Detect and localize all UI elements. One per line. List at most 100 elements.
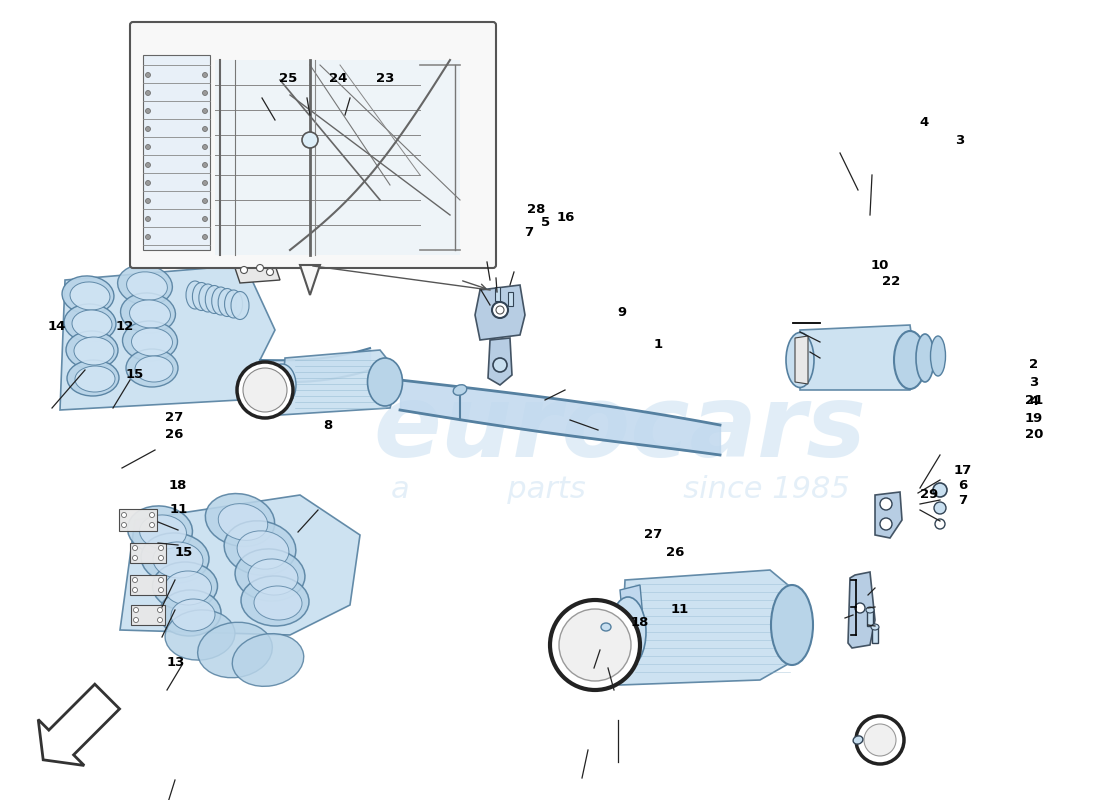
Ellipse shape: [130, 300, 170, 328]
Ellipse shape: [453, 385, 466, 395]
Ellipse shape: [935, 519, 945, 529]
Text: 29: 29: [921, 488, 938, 501]
Text: 28: 28: [527, 203, 544, 216]
Text: 16: 16: [557, 211, 574, 224]
Circle shape: [150, 513, 154, 518]
Text: 15: 15: [125, 368, 143, 381]
Circle shape: [145, 73, 151, 78]
Circle shape: [550, 600, 640, 690]
Circle shape: [496, 306, 504, 314]
Ellipse shape: [206, 286, 223, 314]
Ellipse shape: [235, 549, 305, 601]
Ellipse shape: [141, 533, 209, 583]
Ellipse shape: [70, 282, 110, 310]
Text: 2: 2: [1030, 358, 1038, 370]
Ellipse shape: [610, 597, 646, 667]
Text: 24: 24: [329, 72, 346, 85]
Circle shape: [158, 546, 164, 550]
Ellipse shape: [934, 502, 946, 514]
Polygon shape: [143, 55, 210, 250]
Text: 23: 23: [376, 72, 394, 85]
Bar: [872, 627, 878, 643]
Ellipse shape: [153, 562, 218, 610]
Ellipse shape: [64, 304, 116, 342]
Circle shape: [202, 181, 208, 186]
Circle shape: [236, 362, 293, 418]
Ellipse shape: [75, 366, 116, 392]
Text: 20: 20: [1025, 428, 1043, 441]
Text: 17: 17: [954, 464, 971, 477]
Circle shape: [132, 578, 138, 582]
Circle shape: [266, 269, 274, 275]
Circle shape: [864, 724, 896, 756]
Ellipse shape: [238, 531, 289, 569]
Text: 6: 6: [958, 479, 967, 492]
Circle shape: [145, 109, 151, 114]
Ellipse shape: [894, 331, 926, 389]
Ellipse shape: [67, 360, 119, 396]
Ellipse shape: [916, 334, 934, 382]
Ellipse shape: [74, 337, 114, 365]
Circle shape: [202, 217, 208, 222]
Ellipse shape: [211, 287, 230, 315]
Circle shape: [145, 126, 151, 131]
Text: 1: 1: [653, 338, 662, 350]
Ellipse shape: [231, 291, 249, 319]
Polygon shape: [130, 543, 166, 563]
Text: 21: 21: [1025, 394, 1043, 406]
Circle shape: [121, 522, 126, 527]
FancyBboxPatch shape: [130, 22, 496, 268]
Text: 25: 25: [279, 72, 297, 85]
Circle shape: [145, 90, 151, 95]
Circle shape: [132, 587, 138, 593]
Circle shape: [559, 609, 631, 681]
Ellipse shape: [241, 576, 309, 626]
Ellipse shape: [771, 585, 813, 665]
Circle shape: [158, 587, 164, 593]
Ellipse shape: [224, 521, 296, 575]
Text: 27: 27: [645, 528, 662, 541]
Ellipse shape: [118, 265, 173, 305]
Circle shape: [241, 266, 248, 274]
Polygon shape: [475, 285, 525, 340]
Ellipse shape: [218, 504, 267, 540]
Ellipse shape: [931, 336, 946, 376]
Circle shape: [243, 368, 287, 412]
Circle shape: [855, 603, 865, 613]
Circle shape: [157, 607, 163, 613]
Text: 7: 7: [958, 494, 967, 507]
Ellipse shape: [66, 331, 118, 369]
Ellipse shape: [132, 328, 173, 356]
Ellipse shape: [367, 358, 403, 406]
Circle shape: [302, 132, 318, 148]
Ellipse shape: [268, 364, 296, 406]
Text: 10: 10: [871, 259, 889, 272]
Polygon shape: [235, 265, 280, 283]
Ellipse shape: [786, 333, 814, 387]
Circle shape: [493, 358, 507, 372]
Ellipse shape: [186, 281, 204, 309]
Polygon shape: [130, 575, 166, 595]
Circle shape: [145, 217, 151, 222]
Text: 8: 8: [323, 419, 332, 432]
Ellipse shape: [126, 349, 178, 387]
Text: 26: 26: [165, 428, 183, 441]
Ellipse shape: [140, 515, 187, 549]
Circle shape: [158, 555, 164, 561]
Text: 27: 27: [165, 411, 183, 424]
Circle shape: [880, 498, 892, 510]
Text: 15: 15: [175, 546, 192, 558]
Circle shape: [132, 555, 138, 561]
Ellipse shape: [165, 610, 235, 660]
Ellipse shape: [128, 506, 192, 554]
Text: 9: 9: [617, 306, 626, 318]
Ellipse shape: [199, 284, 217, 312]
Ellipse shape: [871, 624, 879, 630]
Ellipse shape: [232, 634, 304, 686]
Bar: [495, 287, 500, 301]
Text: 11: 11: [671, 603, 689, 616]
Ellipse shape: [854, 736, 862, 744]
Circle shape: [158, 578, 164, 582]
Circle shape: [880, 518, 892, 530]
Text: 26: 26: [667, 546, 684, 558]
